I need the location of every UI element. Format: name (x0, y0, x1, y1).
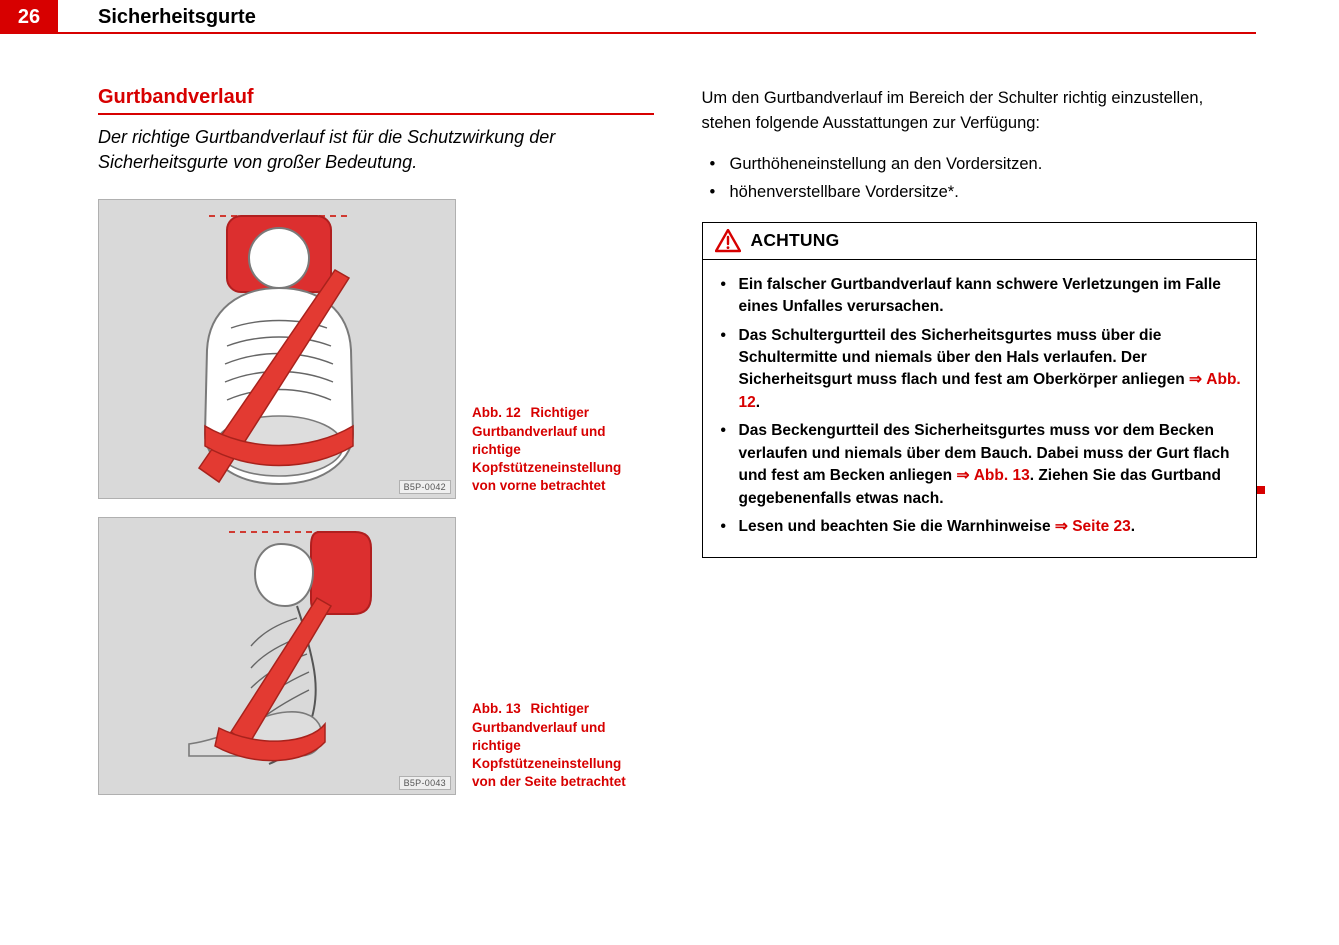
arrow-icon: ⇒ (1189, 371, 1206, 388)
warning-item: Das Beckengurtteil des Sicherheitsgurtes… (717, 420, 1243, 510)
left-column: Gurtbandverlauf Der richtige Gurtbandver… (98, 86, 654, 813)
warning-text: Lesen und beachten Sie die Warnhinweise (739, 518, 1055, 535)
intro-paragraph: Um den Gurtbandverlauf im Bereich der Sc… (702, 86, 1258, 136)
page-number-text: 26 (18, 6, 40, 29)
figure-caption-1: Abb. 12 Richtiger Gurtbandverlauf und ri… (472, 404, 632, 499)
warning-box: ACHTUNG Ein falscher Gurtbandverlauf kan… (702, 222, 1258, 558)
page-header: 26 Sicherheitsgurte (0, 4, 1256, 34)
content-area: Gurtbandverlauf Der richtige Gurtbandver… (98, 86, 1257, 813)
warning-body: Ein falscher Gurtbandverlauf kann schwer… (703, 260, 1257, 557)
figure-row-2: B5P-0043 Abb. 13 Richtiger Gurtbandverla… (98, 517, 654, 795)
right-column: Um den Gurtbandverlauf im Bereich der Sc… (702, 86, 1258, 813)
section-end-marker (1257, 486, 1265, 494)
warning-text: Das Schultergurtteil des Sicherheitsgurt… (739, 327, 1189, 389)
arrow-icon: ⇒ (956, 467, 973, 484)
warning-triangle-icon (715, 229, 741, 253)
figure-num-1: Abb. 12 (472, 405, 521, 420)
warning-text: Ein falscher Gurtbandverlauf kann schwer… (739, 276, 1221, 315)
figure-ref: Abb. 13 (974, 467, 1030, 484)
warning-item: Lesen und beachten Sie die Warnhinweise … (717, 516, 1243, 538)
seatbelt-side-icon (99, 518, 457, 796)
figure-num-2: Abb. 13 (472, 701, 521, 716)
warning-item: Ein falscher Gurtbandverlauf kann schwer… (717, 274, 1243, 319)
warning-text-post: . (1131, 518, 1135, 535)
figure-image-1: B5P-0042 (98, 199, 456, 499)
list-item: Gurthöheneinstellung an den Vordersitzen… (702, 150, 1258, 178)
page-ref: Seite 23 (1072, 518, 1131, 535)
warning-item: Das Schultergurtteil des Sicherheitsgurt… (717, 325, 1243, 415)
section-heading: Gurtbandverlauf (98, 86, 654, 115)
arrow-icon: ⇒ (1055, 518, 1072, 535)
page-number: 26 (0, 0, 58, 34)
header-rule (0, 32, 1256, 34)
figure-code-2: B5P-0043 (399, 776, 451, 790)
figure-caption-2: Abb. 13 Richtiger Gurtbandverlauf und ri… (472, 700, 632, 795)
figure-row-1: B5P-0042 Abb. 12 Richtiger Gurtbandverla… (98, 199, 654, 499)
warning-text-post: . (756, 394, 760, 411)
section-lede: Der richtige Gurtbandverlauf ist für die… (98, 125, 654, 175)
warning-title: ACHTUNG (751, 230, 840, 251)
figure-image-2: B5P-0043 (98, 517, 456, 795)
feature-list: Gurthöheneinstellung an den Vordersitzen… (702, 150, 1258, 206)
warning-header: ACHTUNG (703, 223, 1257, 260)
list-item: höhenverstellbare Vordersitze*. (702, 178, 1258, 206)
chapter-title: Sicherheitsgurte (98, 6, 256, 29)
seatbelt-front-icon (99, 200, 457, 500)
figure-code-1: B5P-0042 (399, 480, 451, 494)
page-root: 26 Sicherheitsgurte Gurtbandverlauf Der … (0, 0, 1339, 945)
